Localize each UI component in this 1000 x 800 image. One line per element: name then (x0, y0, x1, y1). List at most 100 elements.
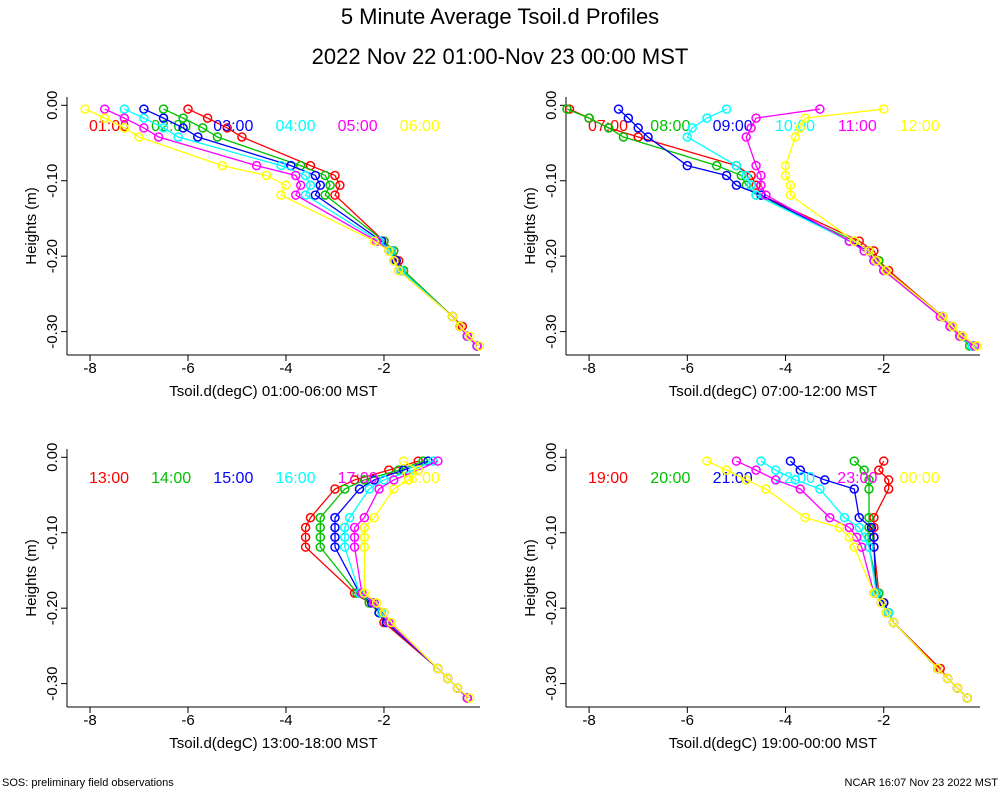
point (859, 465, 869, 475)
x-tick-label: -6 (681, 360, 694, 377)
point (795, 123, 806, 133)
point (379, 475, 389, 485)
footer-left: SOS: preliminary field observations (2, 777, 174, 789)
legend-label: 17:00 (338, 470, 378, 487)
y-tick-label: -0.10 (44, 164, 61, 198)
point (330, 484, 340, 494)
x-tick-label: -2 (877, 360, 890, 377)
point (359, 588, 370, 598)
point (291, 170, 301, 181)
point (824, 512, 835, 523)
point (869, 542, 879, 552)
point (751, 190, 761, 200)
chart-title: 5 Minute Average Tsoil.d Profiles (341, 4, 659, 29)
y-tick-label: -0.30 (44, 315, 61, 349)
legend-label: 16:00 (275, 470, 315, 487)
point (251, 160, 262, 171)
point (770, 465, 781, 475)
point (315, 542, 326, 552)
point (330, 532, 340, 543)
point (844, 532, 855, 543)
point (756, 180, 766, 191)
point (300, 542, 311, 552)
y-tick-label: -0.20 (543, 239, 560, 273)
point (369, 475, 379, 485)
point (386, 617, 397, 628)
legend-label: 19:00 (588, 470, 628, 487)
series-line (319, 460, 468, 699)
point (883, 484, 894, 494)
x-tick-label: -2 (377, 712, 390, 729)
point (562, 104, 572, 114)
point (687, 123, 697, 133)
point (942, 673, 953, 684)
point (756, 456, 766, 466)
x-tick-label: -6 (181, 712, 194, 729)
point (237, 132, 247, 142)
point (158, 104, 169, 114)
point (874, 465, 884, 475)
point (785, 190, 796, 200)
point (849, 236, 860, 246)
point (721, 170, 732, 181)
y-tick-label: -0.20 (44, 591, 61, 625)
point (839, 512, 850, 523)
point (300, 190, 311, 200)
point (876, 598, 887, 608)
point (139, 104, 149, 114)
point (349, 532, 360, 543)
point (305, 180, 316, 191)
point (957, 331, 968, 341)
point (153, 132, 164, 142)
y-tick-label: -0.30 (543, 315, 560, 349)
point (731, 180, 742, 191)
legend-label: 06:00 (400, 118, 440, 135)
point (746, 180, 756, 191)
point (325, 180, 335, 191)
point (300, 532, 311, 543)
point (276, 160, 286, 171)
point (139, 113, 149, 123)
point (359, 522, 370, 533)
x-tick-label: -4 (279, 360, 292, 377)
point (374, 484, 384, 494)
point (682, 132, 693, 142)
point (780, 170, 791, 181)
point (442, 673, 453, 684)
point (712, 160, 722, 171)
point (340, 542, 350, 552)
point (359, 475, 370, 485)
point (820, 475, 830, 485)
point (222, 123, 232, 133)
point (310, 170, 321, 181)
point (871, 255, 882, 266)
x-tick-label: -6 (681, 712, 694, 729)
point (731, 160, 742, 171)
point (330, 170, 340, 181)
point (721, 465, 732, 475)
point (721, 104, 732, 114)
point (947, 321, 958, 332)
point (702, 113, 712, 123)
point (369, 512, 379, 523)
point (849, 456, 860, 466)
point (770, 475, 781, 485)
y-tick-label: -0.20 (543, 591, 560, 625)
point (815, 104, 825, 114)
point (761, 190, 771, 200)
point (119, 104, 130, 114)
point (433, 456, 443, 466)
x-tick-label: -2 (877, 712, 890, 729)
point (389, 255, 399, 266)
point (354, 484, 365, 494)
point (741, 170, 751, 181)
x-axis-label: Tsoil.d(degC) 19:00-00:00 MST (669, 735, 877, 752)
point (881, 265, 891, 276)
x-tick-label: -2 (377, 360, 390, 377)
y-tick-label: -0.20 (44, 239, 61, 273)
point (344, 512, 355, 523)
point (751, 180, 761, 191)
point (756, 170, 766, 181)
point (217, 160, 228, 171)
